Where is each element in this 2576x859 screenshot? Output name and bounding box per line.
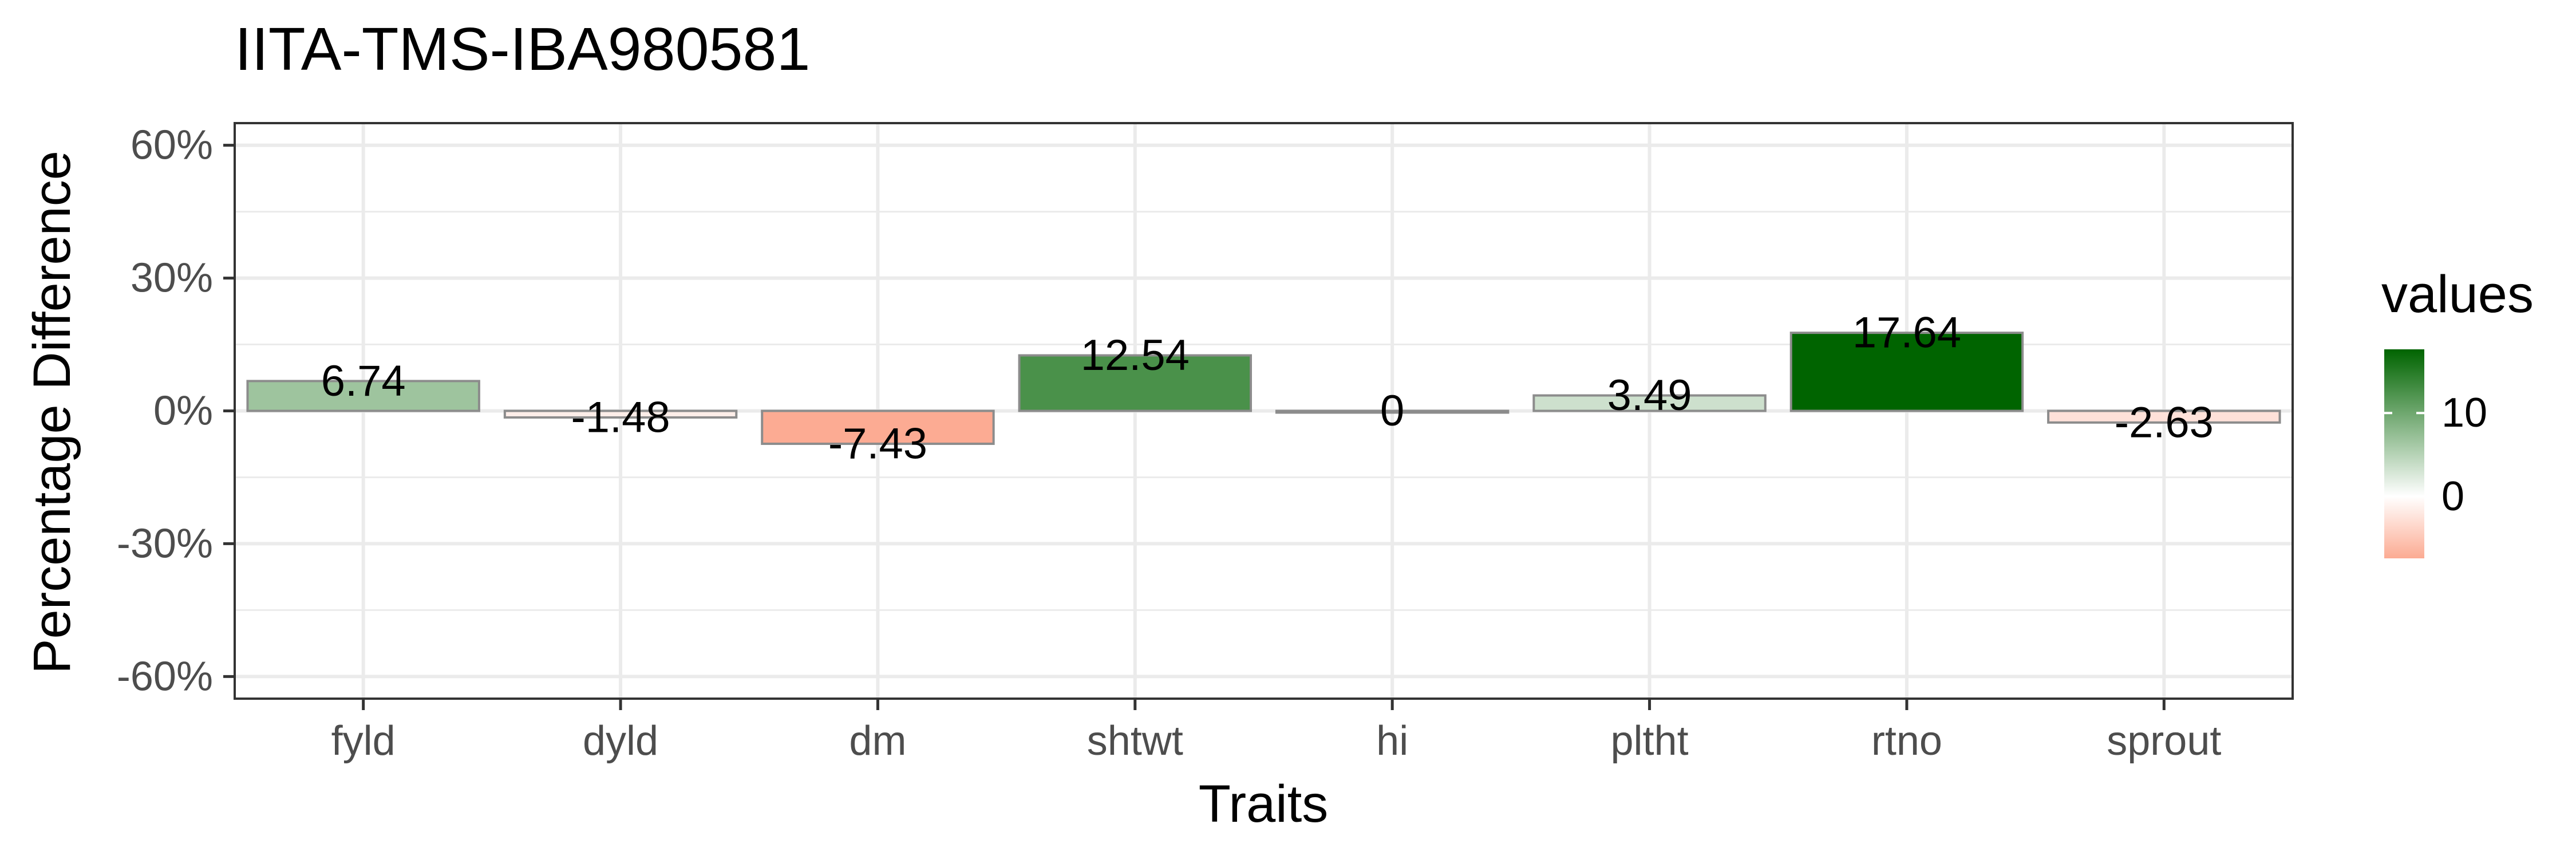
x-tick-label-hi: hi: [1376, 718, 1408, 764]
data-label-fyld: 6.74: [321, 357, 406, 405]
y-axis: -60% -30% 0% 30% 60%: [117, 123, 235, 699]
data-label-hi: 0: [1380, 387, 1404, 435]
x-tick-label-dm: dm: [849, 718, 906, 764]
bar-dyld: [503, 409, 738, 419]
x-tick-label-dyld: dyld: [583, 718, 658, 764]
x-tick-label-rtno: rtno: [1871, 718, 1942, 764]
x-tick-label-fyld: fyld: [331, 718, 396, 764]
bar-shtwt: [1018, 354, 1253, 412]
bar-rtno: [1789, 332, 2024, 412]
data-label-dyld: -1.48: [571, 393, 670, 442]
legend-colorbar: [2384, 349, 2424, 558]
data-label-rtno: 17.64: [1852, 309, 1961, 357]
data-label-pltht: 3.49: [1607, 371, 1692, 420]
bar-hi: [1275, 409, 1510, 414]
data-label-shtwt: 12.54: [1081, 331, 1190, 380]
y-tick-label: 60%: [131, 123, 213, 168]
legend-tick-label: 0: [2441, 474, 2464, 519]
y-tick-label: -30%: [117, 521, 213, 566]
data-label-sprout: -2.63: [2115, 398, 2214, 447]
legend-tick-label: 10: [2441, 390, 2487, 436]
bar-pltht: [1532, 394, 1767, 412]
legend-title: values: [2381, 265, 2534, 324]
data-label-dm: -7.43: [828, 419, 927, 468]
x-axis-title: Traits: [1199, 775, 1329, 833]
y-tick-label: 30%: [131, 255, 213, 301]
bar-sprout: [2047, 409, 2281, 424]
chart-title: IITA-TMS-IBA980581: [235, 15, 810, 83]
x-tick-label-sprout: sprout: [2107, 718, 2221, 764]
x-tick-label-shtwt: shtwt: [1087, 718, 1183, 764]
bars: [246, 332, 2281, 445]
x-tick-label-pltht: pltht: [1611, 718, 1689, 764]
x-axis: fyld dyld dm shtwt hi pltht rtno sprout: [331, 699, 2221, 764]
y-tick-label: 0%: [153, 388, 213, 434]
bar-dm: [761, 409, 995, 445]
legend: values 10 0: [2381, 265, 2534, 558]
data-labels: 6.74 -1.48 -7.43 12.54 0 3.49 17.64 -2.63: [321, 309, 2214, 468]
y-axis-title: Percentage Difference: [23, 151, 81, 674]
bar-fyld: [246, 380, 480, 412]
y-tick-label: -60%: [117, 653, 213, 699]
